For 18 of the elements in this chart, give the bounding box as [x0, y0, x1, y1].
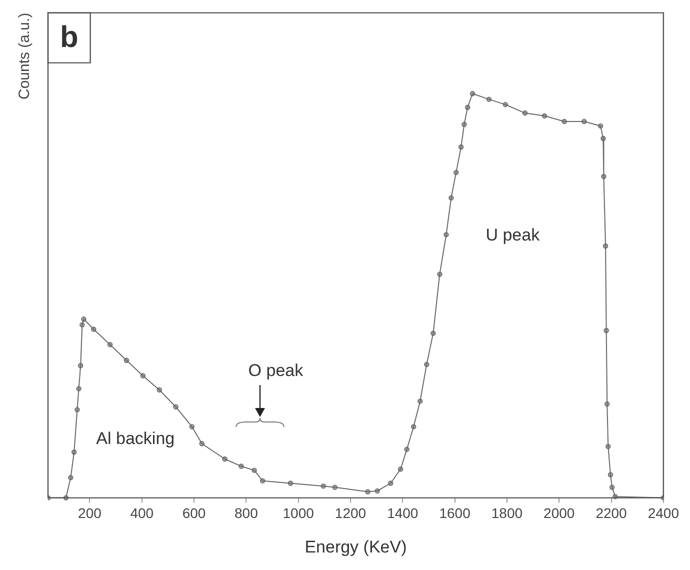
x-tick-label: 2000	[544, 505, 575, 522]
x-tick-label: 800	[234, 505, 258, 522]
x-axis-title: Energy (KeV)	[304, 537, 407, 556]
x-tick-label: 2400	[648, 505, 680, 522]
x-tick-label: 1800	[491, 505, 523, 522]
annotation: U peak	[486, 226, 540, 245]
x-tick-label: 1400	[387, 505, 418, 522]
text: b	[60, 21, 78, 54]
x-tick-label: 1600	[439, 505, 471, 522]
x-tick-label: 1000	[282, 505, 314, 522]
annotation: O peak	[248, 360, 304, 380]
x-tick-label: 600	[182, 505, 206, 522]
x-tick-label: 1200	[334, 505, 366, 522]
annotation: Al backing	[96, 428, 175, 448]
x-tick-label: 400	[130, 505, 154, 522]
x-tick-label: 200	[78, 505, 102, 522]
x-tick-label: 2200	[596, 505, 628, 522]
y-axis-title: Counts (a.u.)	[16, 12, 34, 100]
